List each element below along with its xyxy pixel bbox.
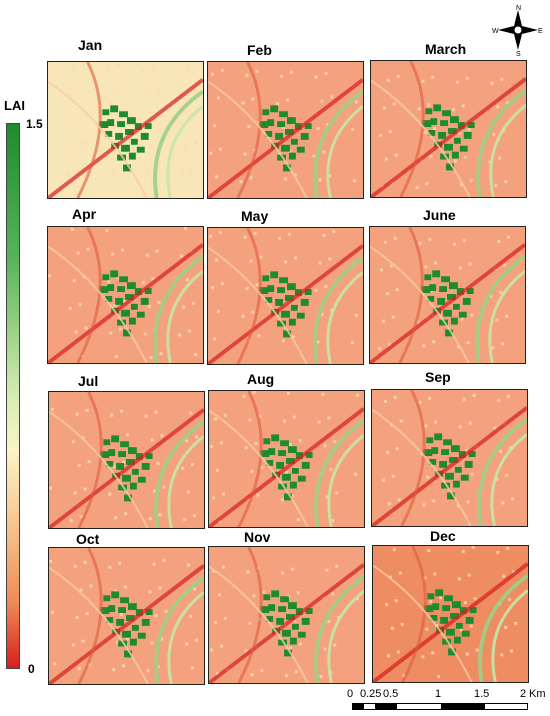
legend-color-ramp (6, 123, 20, 669)
month-label-nov: Nov (244, 529, 271, 545)
month-label-apr: Apr (72, 206, 97, 222)
lai-raster-map (48, 227, 203, 363)
compass-e: E (538, 28, 543, 35)
lai-raster-map (49, 548, 204, 684)
lai-raster-map (48, 62, 203, 198)
scale-tick-2: 2 (520, 688, 527, 700)
map-panel-may (207, 227, 364, 365)
month-label-jul: Jul (78, 373, 99, 389)
map-panel-jun (369, 226, 526, 364)
map-panel-apr (47, 226, 204, 364)
lai-raster-map (372, 390, 527, 526)
compass-s: S (516, 51, 521, 56)
scale-bar (352, 703, 528, 710)
map-panel-jul (48, 391, 205, 529)
legend-max-label: 1.5 (26, 117, 43, 131)
month-label-mar: March (425, 41, 467, 57)
month-label-dec: Dec (430, 528, 456, 544)
map-panel-jan (47, 61, 204, 199)
month-label-oct: Oct (76, 531, 100, 547)
scale-tick-1: 1 (435, 688, 442, 700)
compass-w: W (492, 28, 499, 35)
north-arrow-compass-icon: N S E W (492, 5, 543, 56)
month-label-jun: June (423, 207, 456, 223)
map-panel-dec (372, 545, 529, 683)
legend-min-label: 0 (28, 662, 35, 676)
month-label-jan: Jan (78, 37, 103, 53)
scale-unit: Km (529, 688, 546, 700)
map-panel-sep (371, 389, 528, 527)
scale-tick-0: 0 (347, 688, 354, 700)
month-label-aug: Aug (247, 371, 275, 387)
lai-raster-map (371, 61, 526, 197)
lai-raster-map (209, 547, 364, 683)
compass-n: N (516, 5, 521, 12)
scale-tick-0-25: 0.25 (360, 688, 382, 700)
map-panel-oct (48, 547, 205, 685)
month-label-feb: Feb (247, 42, 272, 58)
lai-raster-map (209, 391, 364, 527)
map-panel-aug (208, 390, 365, 528)
lai-raster-map (373, 546, 528, 682)
lai-raster-map (49, 392, 204, 528)
scale-tick-0-5: 0.5 (383, 688, 399, 700)
map-panel-feb (207, 61, 364, 199)
lai-raster-map (370, 227, 525, 363)
map-panel-nov (208, 546, 365, 684)
map-panel-mar (370, 60, 527, 198)
legend-title: LAI (4, 98, 25, 113)
scale-tick-1-5: 1.5 (474, 688, 490, 700)
month-label-may: May (241, 208, 269, 224)
lai-raster-map (208, 62, 363, 198)
month-label-sep: Sep (425, 369, 451, 385)
lai-raster-map (208, 228, 363, 364)
